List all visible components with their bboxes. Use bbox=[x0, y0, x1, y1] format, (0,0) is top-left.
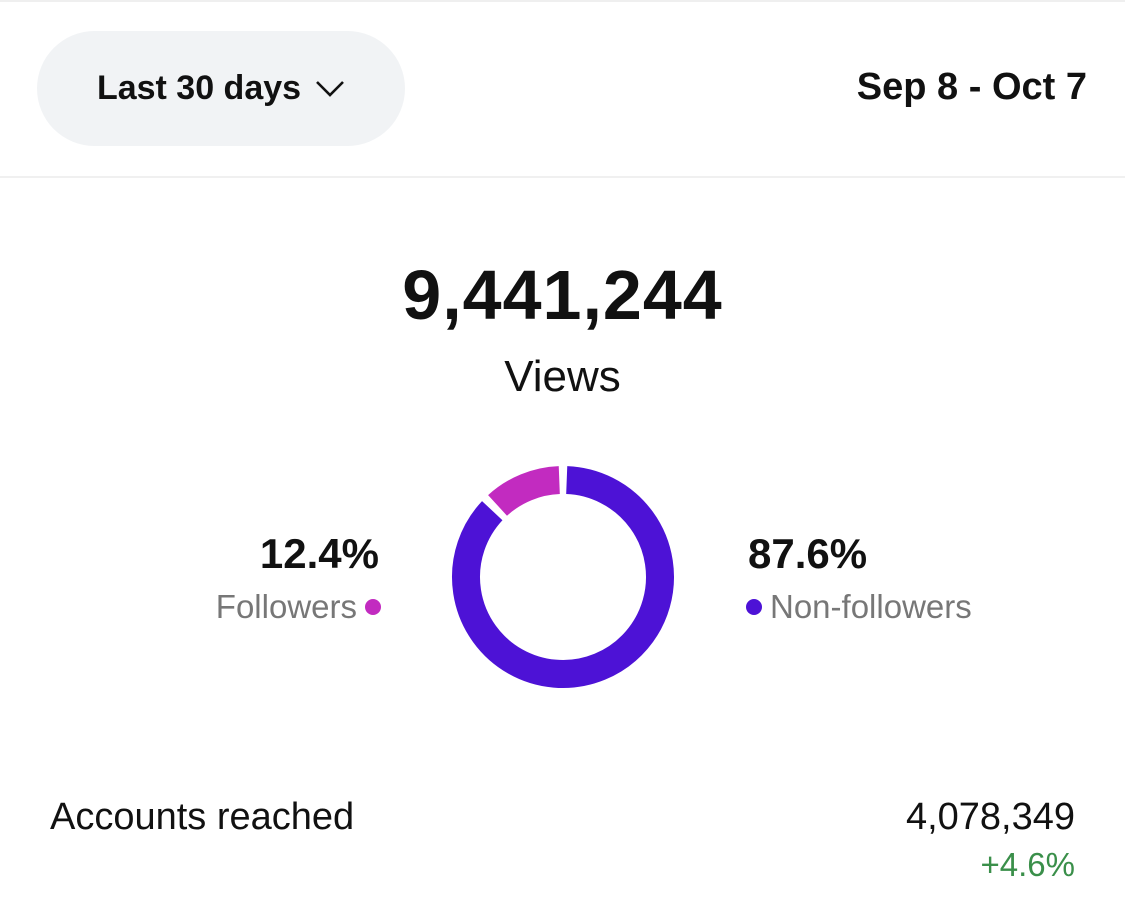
followers-segment bbox=[488, 466, 561, 517]
non-followers-percent: 87.6% bbox=[748, 530, 868, 577]
date-range-text: Sep 8 - Oct 7 bbox=[856, 66, 1087, 108]
followers-percent: 12.4% bbox=[259, 530, 379, 577]
top-divider bbox=[0, 0, 1125, 2]
followers-legend: Followers bbox=[216, 588, 381, 626]
views-label: Views bbox=[504, 352, 621, 401]
date-range-dropdown[interactable]: Last 30 days bbox=[37, 31, 405, 146]
non-followers-legend: Non-followers bbox=[746, 588, 972, 626]
header-divider bbox=[0, 176, 1125, 178]
non-followers-dot-icon bbox=[746, 599, 762, 615]
followers-label: Followers bbox=[215, 588, 357, 625]
non-followers-label: Non-followers bbox=[770, 588, 972, 625]
accounts-reached-label: Accounts reached bbox=[50, 796, 355, 838]
non-followers-segment bbox=[452, 466, 674, 688]
date-range-label: Last 30 days bbox=[96, 69, 302, 107]
followers-dot-icon bbox=[365, 599, 381, 615]
views-donut-chart bbox=[452, 466, 674, 688]
accounts-reached-change: +4.6% bbox=[980, 846, 1076, 883]
accounts-reached-value: 4,078,349 bbox=[905, 796, 1075, 838]
chevron-down-icon bbox=[316, 80, 344, 97]
views-total: 9,441,244 bbox=[402, 256, 723, 334]
